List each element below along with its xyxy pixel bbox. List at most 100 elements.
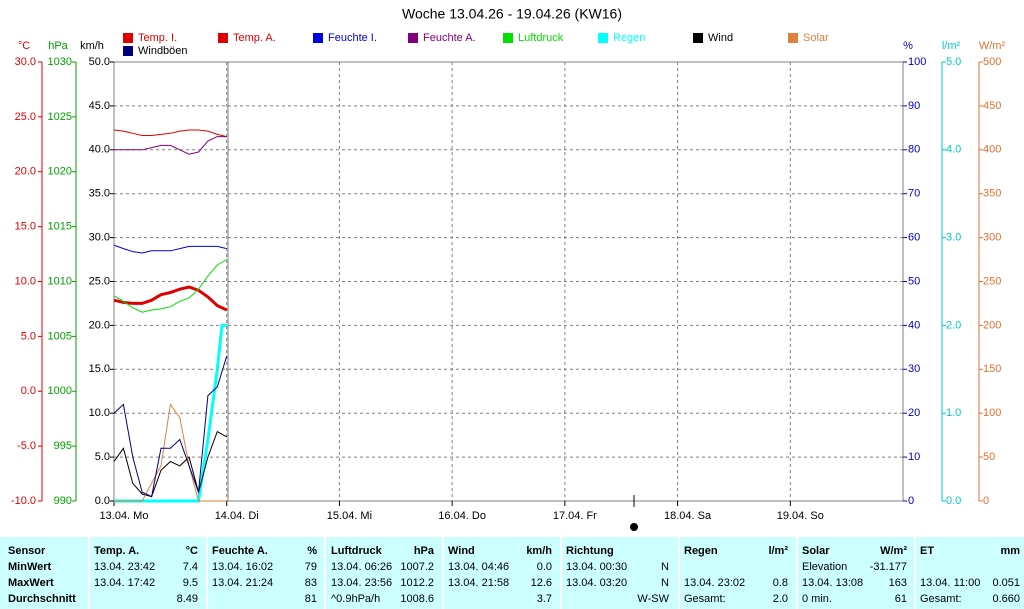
cell-value: 0.0 [537,561,552,573]
cell-value: 1008.6 [400,593,434,605]
y-tick-label: -10.0 [11,495,36,507]
plot-frame [113,61,904,502]
table-header: Sensor [8,545,46,557]
y-tick-label: 40 [908,319,920,331]
series-line [114,323,227,503]
cell-text: 13.04. 04:46 [448,561,509,573]
cell-text: 13.04. 17:42 [94,577,155,589]
y-tick-label: 50.0 [89,56,110,68]
legend-label: Feuchte I. [328,32,377,44]
y-tick-label: 20.0 [89,319,110,331]
y-tick-label: 0.0 [95,495,110,507]
axis-title: °C [18,40,30,52]
y-tick-label: 15.0 [89,363,110,375]
y-tick-label: 1030 [48,56,72,68]
y-tick-label: 450 [983,100,1001,112]
table-header: Luftdruck [331,545,383,557]
y-tick-label: 0 [983,495,989,507]
cell-value: 1007.2 [400,561,434,573]
y-tick-label: 1000 [48,385,72,397]
series-line [113,259,227,313]
y-tick-label: 1025 [48,111,72,123]
series-line [113,285,228,312]
cell-value: 1012.2 [400,577,434,589]
legend-swatch [598,33,608,43]
legend-label: Temp. A. [233,32,276,44]
legend-swatch [693,33,703,43]
legend-label: Wind [708,32,733,44]
cell-value: 3.7 [537,593,552,605]
x-tick-label: 13.04. Mo [100,510,149,522]
y-tick-label: 10.0 [15,275,36,287]
series-line [113,244,227,254]
y-tick-label: 4.0 [946,144,961,156]
cell-value: 2.0 [773,593,788,605]
y-tick-label: 90 [908,100,920,112]
legend-label: Luftdruck [518,32,564,44]
y-tick-label: 0 [908,495,914,507]
table-header: Temp. A. [94,545,139,557]
y-tick-label: 300 [983,232,1001,244]
y-tick-label: 40.0 [89,144,110,156]
table-unit: l/m² [768,545,788,557]
table-header: Regen [684,545,718,557]
legend-label: Regen [613,32,645,44]
table-background [0,537,1024,609]
series-line [113,430,227,498]
cell-value: 9.5 [183,577,198,589]
y-tick-label: 25.0 [89,275,110,287]
y-tick-label: 15.0 [15,221,36,233]
cell-text: ^0.9hPa/h [331,593,380,605]
series-line [113,129,227,138]
y-tick-label: 1020 [48,166,72,178]
axis-title: hPa [48,40,68,52]
y-tick-label: 10 [908,451,920,463]
y-tick-label: 500 [983,56,1001,68]
y-tick-label: 200 [983,319,1001,331]
y-tick-label: 10.0 [89,407,110,419]
cell-text: Gesamt: [920,593,962,605]
legend-swatch [503,33,513,43]
axis-title: km/h [80,40,104,52]
table-header: Wind [448,545,475,557]
legend-label: Feuchte A. [423,32,476,44]
cell-value: 79 [305,561,317,573]
cell-text: 0 min. [802,593,832,605]
cell-value: 81 [305,593,317,605]
cell-value: 0.660 [992,593,1020,605]
cell-text: 13.04. 06:26 [331,561,392,573]
cell-value: 12.6 [531,577,552,589]
cell-text: Elevation [802,561,847,573]
y-tick-label: 400 [983,144,1001,156]
table-unit: °C [186,545,198,557]
cell-text: Gesamt: [684,593,726,605]
table-header: ET [920,545,934,557]
cell-value: N [661,577,669,589]
y-tick-label: 60 [908,232,920,244]
y-tick-label: 50 [908,275,920,287]
x-tick-label: 19.04. So [777,510,824,522]
table-unit: km/h [526,545,552,557]
legend-swatch [123,46,133,56]
table-unit: mm [1000,545,1020,557]
y-tick-label: 990 [54,495,72,507]
y-tick-label: 70 [908,188,920,200]
y-tick-label: 250 [983,275,1001,287]
legend-label: Solar [803,32,829,44]
y-tick-label: -5.0 [17,440,36,452]
table-unit: % [307,545,317,557]
cell-text: 13.04. 23:02 [684,577,745,589]
y-tick-label: 5.0 [946,56,961,68]
y-tick-label: 20 [908,407,920,419]
legend-swatch [123,33,133,43]
moon-icon [630,523,638,531]
y-tick-label: 45.0 [89,100,110,112]
legend-label: Windböen [138,45,188,57]
y-tick-label: 0.0 [21,385,36,397]
y-tick-label: 1005 [48,330,72,342]
y-tick-label: 350 [983,188,1001,200]
x-tick-label: 18.04. Sa [664,510,712,522]
chart-title: Woche 13.04.26 - 19.04.26 (KW16) [402,6,622,22]
x-tick-label: 17.04. Fr [553,510,597,522]
